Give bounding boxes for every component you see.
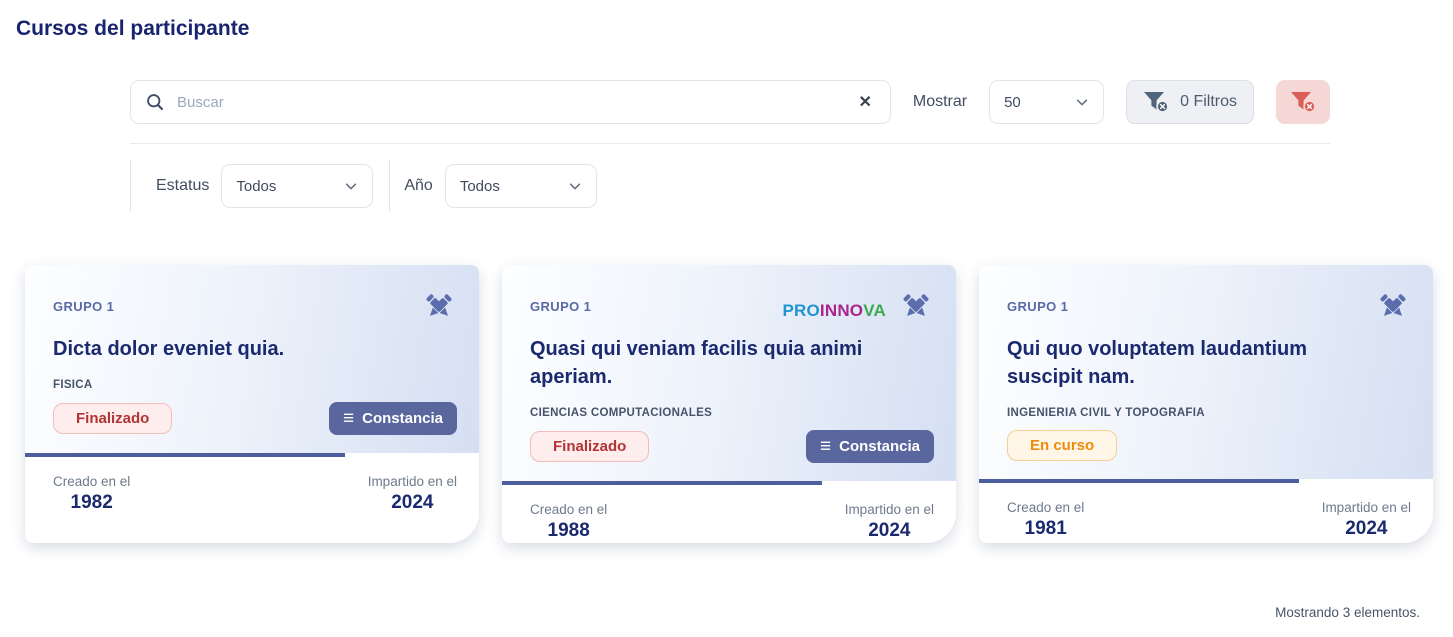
course-card: GRUPO 1 PROINNOVA — [502, 265, 956, 543]
clear-icon[interactable]: ✕ — [858, 94, 872, 111]
created-label: Creado en el — [1007, 500, 1085, 515]
page-size-select[interactable]: 50 — [989, 80, 1105, 124]
crossed-pens-icon — [903, 294, 929, 316]
brand-va: VA — [863, 301, 886, 320]
clear-filters-button[interactable] — [1276, 80, 1330, 124]
imparted-year: 2024 — [391, 492, 434, 513]
category-label: INGENIERIA CIVIL Y TOPOGRAFIA — [1007, 407, 1205, 419]
created-label: Creado en el — [530, 502, 608, 517]
imparted-label: Impartido en el — [367, 474, 457, 489]
toolbar-divider — [130, 143, 1330, 144]
crossed-pens-icon — [1380, 294, 1406, 316]
course-card: GRUPO 1 — [979, 265, 1433, 543]
course-title: Qui quo voluptatem laudantium suscipit n… — [1007, 338, 1307, 388]
card-header: GRUPO 1 — [25, 265, 479, 453]
status-badge: Finalizado — [53, 403, 173, 434]
crossed-pens-icon — [426, 294, 452, 316]
brand-inno: INNO — [819, 301, 864, 320]
filter-clear-icon — [1290, 91, 1316, 113]
estatus-label: Estatus — [156, 177, 210, 194]
constancia-button[interactable]: ≡ Constancia — [329, 402, 457, 435]
category-label: CIENCIAS COMPUTACIONALES — [530, 407, 713, 419]
lines-icon: ≡ — [343, 408, 355, 429]
toolbar: ✕ Mostrar 50 0 Filtros — [130, 80, 1330, 212]
progress-line — [25, 453, 346, 457]
card-footer: Creado en el 1981 Impartido en el 2024 — [979, 483, 1433, 543]
created-year: 1981 — [1024, 518, 1067, 539]
group-label: GRUPO 1 — [530, 299, 592, 314]
cards-row: GRUPO 1 — [25, 265, 1433, 543]
card-header: GRUPO 1 — [979, 265, 1433, 479]
filters-count-button[interactable]: 0 Filtros — [1126, 80, 1254, 124]
group-label: GRUPO 1 — [1007, 299, 1069, 314]
constancia-button[interactable]: ≡ Constancia — [806, 430, 934, 463]
status-badge: Finalizado — [530, 431, 650, 462]
lines-icon: ≡ — [820, 436, 832, 457]
imparted-year: 2024 — [1345, 518, 1388, 539]
created-label: Creado en el — [53, 474, 131, 489]
course-title: Quasi qui veniam facilis quia animi aper… — [530, 338, 863, 388]
category-label: FISICA — [53, 379, 93, 391]
card-header: GRUPO 1 PROINNOVA — [502, 265, 956, 481]
results-count: Mostrando 3 elementos. — [1275, 605, 1420, 620]
year-filter-group: Año Todos — [389, 160, 597, 212]
estatus-select[interactable]: Todos — [221, 164, 374, 208]
group-label: GRUPO 1 — [53, 299, 115, 314]
constancia-label: Constancia — [839, 438, 920, 455]
show-label: Mostrar — [912, 93, 968, 110]
estatus-filter-group: Estatus Todos — [131, 160, 389, 212]
card-footer: Creado en el 1982 Impartido en el 2024 — [25, 457, 479, 543]
year-select[interactable]: Todos — [444, 164, 597, 208]
toolbar-row-search: ✕ Mostrar 50 0 Filtros — [130, 80, 1330, 124]
page-title: Cursos del participante — [16, 17, 250, 40]
page-size-value: 50 — [1004, 93, 1021, 111]
brand-pro: PRO — [782, 301, 820, 320]
search-box[interactable]: ✕ — [130, 80, 891, 124]
chevron-down-icon — [1076, 99, 1088, 106]
course-card: GRUPO 1 — [25, 265, 479, 543]
imparted-label: Impartido en el — [844, 502, 934, 517]
imparted-year: 2024 — [868, 520, 911, 541]
progress-line — [502, 481, 823, 485]
imparted-label: Impartido en el — [1321, 500, 1411, 515]
toolbar-row-filters: Estatus Todos Año Todos — [130, 160, 1330, 212]
chevron-down-icon — [346, 183, 357, 190]
created-year: 1988 — [547, 520, 590, 541]
status-badge: En curso — [1007, 430, 1118, 461]
card-footer: Creado en el 1988 Impartido en el 2024 — [502, 485, 956, 543]
course-title: Dicta dolor eveniet quia. — [53, 338, 285, 360]
constancia-label: Constancia — [362, 410, 443, 427]
filters-count-label: 0 Filtros — [1180, 93, 1237, 110]
chevron-down-icon — [569, 183, 580, 190]
search-icon — [147, 94, 164, 111]
year-value: Todos — [459, 177, 500, 195]
created-year: 1982 — [70, 492, 113, 513]
year-label: Año — [404, 177, 433, 194]
proinnova-logo: PROINNOVA — [782, 297, 886, 321]
search-input[interactable] — [177, 93, 855, 111]
filter-x-icon — [1144, 91, 1169, 113]
progress-line — [979, 479, 1300, 483]
estatus-value: Todos — [236, 177, 277, 195]
